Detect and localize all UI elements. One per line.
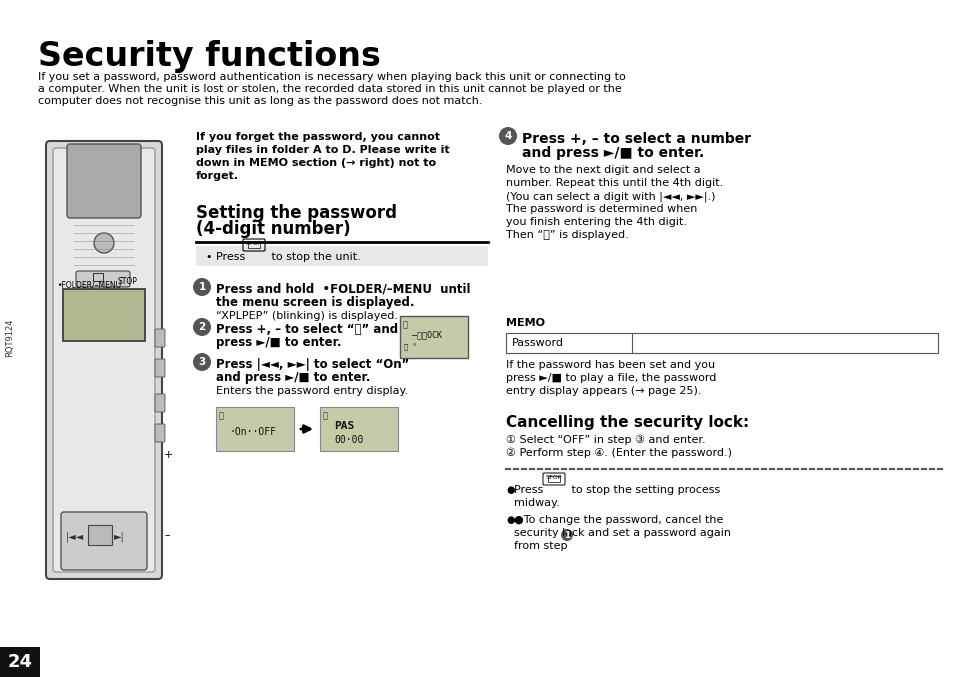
FancyBboxPatch shape <box>0 647 40 677</box>
Circle shape <box>498 127 517 145</box>
FancyBboxPatch shape <box>76 271 130 287</box>
Text: •FOLDER/–MENU: •FOLDER/–MENU <box>58 280 122 289</box>
Text: 00·00: 00·00 <box>334 435 363 445</box>
FancyBboxPatch shape <box>46 141 162 579</box>
Text: Move to the next digit and select a: Move to the next digit and select a <box>505 165 700 175</box>
Text: Security functions: Security functions <box>38 40 380 73</box>
Text: number. Repeat this until the 4th digit.: number. Repeat this until the 4th digit. <box>505 178 722 188</box>
FancyBboxPatch shape <box>53 148 154 572</box>
Text: PAS: PAS <box>334 421 354 431</box>
Text: play files in folder A to D. Please write it: play files in folder A to D. Please writ… <box>195 145 449 155</box>
Text: (You can select a digit with |◄◄, ►►|.): (You can select a digit with |◄◄, ►►|.) <box>505 191 715 202</box>
Text: down in MEMO section (→ right) not to: down in MEMO section (→ right) not to <box>195 158 436 168</box>
Text: Setting the password: Setting the password <box>195 204 396 222</box>
Text: –: – <box>164 530 170 540</box>
Text: Press and hold  •FOLDER/–MENU  until: Press and hold •FOLDER/–MENU until <box>215 283 470 296</box>
Text: the menu screen is displayed.: the menu screen is displayed. <box>215 296 414 309</box>
Text: ●: ● <box>505 485 514 495</box>
FancyBboxPatch shape <box>154 394 165 412</box>
Text: 4: 4 <box>504 131 511 141</box>
Text: Password: Password <box>512 338 563 348</box>
Text: Enters the password entry display.: Enters the password entry display. <box>215 386 408 396</box>
Text: and press ►/■ to enter.: and press ►/■ to enter. <box>215 371 370 384</box>
FancyBboxPatch shape <box>154 329 165 347</box>
Text: ① Select “OFF” in step ③ and enter.: ① Select “OFF” in step ③ and enter. <box>505 435 705 445</box>
Text: STOP: STOP <box>118 277 138 286</box>
Text: If you forget the password, you cannot: If you forget the password, you cannot <box>195 132 439 142</box>
Text: entry display appears (→ page 25).: entry display appears (→ page 25). <box>505 386 700 396</box>
Text: press ►/■ to play a file, the password: press ►/■ to play a file, the password <box>505 373 716 383</box>
Text: |◄◄: |◄◄ <box>66 531 84 542</box>
Text: ►|: ►| <box>113 531 125 542</box>
Text: you finish entering the 4th digit.: you finish entering the 4th digit. <box>505 217 686 227</box>
Text: Press: Press <box>514 485 546 495</box>
Text: (4-digit number): (4-digit number) <box>195 220 351 238</box>
Circle shape <box>193 353 211 371</box>
FancyBboxPatch shape <box>154 359 165 377</box>
Text: a computer. When the unit is lost or stolen, the recorded data stored in this un: a computer. When the unit is lost or sto… <box>38 84 621 94</box>
Text: 24: 24 <box>8 653 32 671</box>
Text: Cancelling the security lock:: Cancelling the security lock: <box>505 415 748 430</box>
Circle shape <box>193 278 211 296</box>
FancyBboxPatch shape <box>154 424 165 442</box>
Text: from step: from step <box>514 541 571 551</box>
Text: If the password has been set and you: If the password has been set and you <box>505 360 715 370</box>
Text: ② Perform step ④. (Enter the password.): ② Perform step ④. (Enter the password.) <box>505 448 731 458</box>
FancyBboxPatch shape <box>399 316 468 358</box>
Text: ●: ● <box>505 515 514 525</box>
Text: computer does not recognise this unit as long as the password does not match.: computer does not recognise this unit as… <box>38 96 482 106</box>
Circle shape <box>560 529 573 541</box>
Text: The password is determined when: The password is determined when <box>505 204 697 214</box>
Text: Press +, – to select “Ⓢ” and: Press +, – to select “Ⓢ” and <box>215 323 397 336</box>
Text: Then “Ⓢ” is displayed.: Then “Ⓢ” is displayed. <box>505 230 628 240</box>
Text: 1: 1 <box>198 282 206 292</box>
Text: Press +, – to select a number: Press +, – to select a number <box>521 132 750 146</box>
Text: ·On··OFF: ·On··OFF <box>230 427 276 437</box>
Text: 2: 2 <box>198 322 206 332</box>
Text: 1: 1 <box>563 531 569 540</box>
FancyBboxPatch shape <box>215 407 294 451</box>
Text: Ⓢ: Ⓢ <box>323 411 328 420</box>
Text: to stop the setting process: to stop the setting process <box>567 485 720 495</box>
Text: ●To change the password, cancel the: ●To change the password, cancel the <box>514 515 722 525</box>
Text: midway.: midway. <box>514 498 559 508</box>
Text: • Press: • Press <box>206 252 249 262</box>
Text: press ►/■ to enter.: press ►/■ to enter. <box>215 336 341 349</box>
Text: MEMO: MEMO <box>505 318 544 328</box>
Text: +: + <box>164 450 173 460</box>
Circle shape <box>193 318 211 336</box>
Text: STOP: STOP <box>246 241 262 246</box>
FancyBboxPatch shape <box>88 525 112 545</box>
FancyBboxPatch shape <box>319 407 397 451</box>
FancyBboxPatch shape <box>195 246 488 266</box>
Text: RQT9124: RQT9124 <box>6 319 14 357</box>
Text: “XPLPEP” (blinking) is displayed.: “XPLPEP” (blinking) is displayed. <box>215 311 397 321</box>
Text: Ⓢ: Ⓢ <box>219 411 224 420</box>
Text: Ⓢ: Ⓢ <box>402 320 408 329</box>
Text: If you set a password, password authentication is necessary when playing back th: If you set a password, password authenti… <box>38 72 625 82</box>
Text: to stop the unit.: to stop the unit. <box>268 252 360 262</box>
Text: 3: 3 <box>198 357 206 367</box>
Text: security lock and set a password again: security lock and set a password again <box>514 528 730 538</box>
Text: forget.: forget. <box>195 171 239 181</box>
Text: STOP: STOP <box>545 475 561 480</box>
Text: Press |◄◄, ►►| to select “On”: Press |◄◄, ►►| to select “On” <box>215 358 409 371</box>
FancyBboxPatch shape <box>67 144 141 218</box>
Text: Ⓢ °: Ⓢ ° <box>403 344 429 351</box>
FancyBboxPatch shape <box>63 289 145 341</box>
Text: –Ⓢ︰OCK: –Ⓢ︰OCK <box>412 330 441 339</box>
FancyBboxPatch shape <box>61 512 147 570</box>
Circle shape <box>94 233 113 253</box>
Text: and press ►/■ to enter.: and press ►/■ to enter. <box>521 146 703 160</box>
